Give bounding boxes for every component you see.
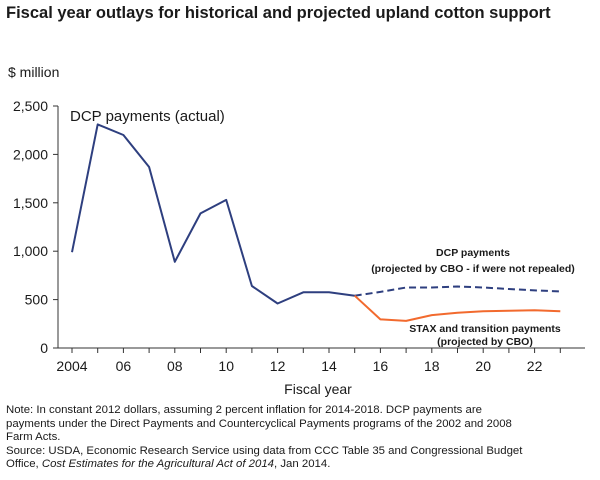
y-tick-label: 2,000 (13, 146, 48, 162)
x-tick-label: 16 (373, 358, 389, 374)
note-line-4: Source: USDA, Economic Research Service … (6, 444, 523, 457)
line-chart: 0 500 1,000 1,500 2,000 2,500 2004 06 08 10 12 14 16… (13, 98, 585, 397)
x-tick-label: 10 (218, 358, 234, 374)
chart-title: Fiscal year outlays for historical and p… (6, 4, 551, 22)
x-tick-label: 20 (475, 358, 491, 374)
x-tick-label: 06 (116, 358, 132, 374)
note-source-title: Cost Estimates for the Agricultural Act … (41, 458, 275, 471)
x-tick-label: 2004 (56, 358, 87, 374)
x-tick-label: 14 (321, 358, 337, 374)
y-axis-unit-label: $ million (8, 64, 60, 80)
series-line-dcp-projected (354, 285, 561, 297)
series-line-dcp-actual (71, 123, 355, 305)
series-label-dcp-projected: DCP payments (436, 247, 510, 259)
series-label-stax-projected-detail: (projected by CBO) (437, 336, 533, 348)
series-label-dcp-actual: DCP payments (actual) (70, 108, 225, 125)
x-axis-title: Fiscal year (284, 381, 352, 397)
y-tick-label: 1,500 (13, 195, 48, 211)
note-source-prefix: Office, (6, 458, 42, 471)
chart-axes: 0 500 1,000 1,500 2,000 2,500 2004 06 08 10 12 14 16… (13, 98, 585, 397)
chart-annotations: DCP payments (actual) DCP payments (projec… (70, 108, 575, 348)
x-tick-label: 22 (527, 358, 543, 374)
y-tick-label: 0 (40, 340, 48, 356)
y-tick-label: 1,000 (13, 243, 48, 259)
x-tick-label: 08 (167, 358, 183, 374)
series-label-dcp-projected-detail: (projected by CBO - if were not repealed… (371, 263, 575, 275)
chart-note: Note: In constant 2012 dollars, assuming… (6, 404, 596, 472)
x-tick-label: 18 (424, 358, 440, 374)
note-line-3: Farm Acts. (6, 431, 61, 444)
note-line-2: payments under the Direct Payments and C… (6, 417, 512, 430)
chart-lines (71, 123, 561, 322)
note-line-1: Note: In constant 2012 dollars, assuming… (6, 404, 482, 416)
series-label-stax-projected: STAX and transition payments (409, 323, 561, 335)
y-tick-label: 500 (25, 292, 49, 308)
note-line-5: Office, Cost Estimates for the Agricultu… (6, 458, 596, 472)
y-tick-label: 2,500 (13, 98, 48, 114)
note-source-suffix: , Jan 2014. (274, 458, 331, 471)
series-line-stax-projected (354, 294, 561, 322)
x-tick-label: 12 (270, 358, 286, 374)
